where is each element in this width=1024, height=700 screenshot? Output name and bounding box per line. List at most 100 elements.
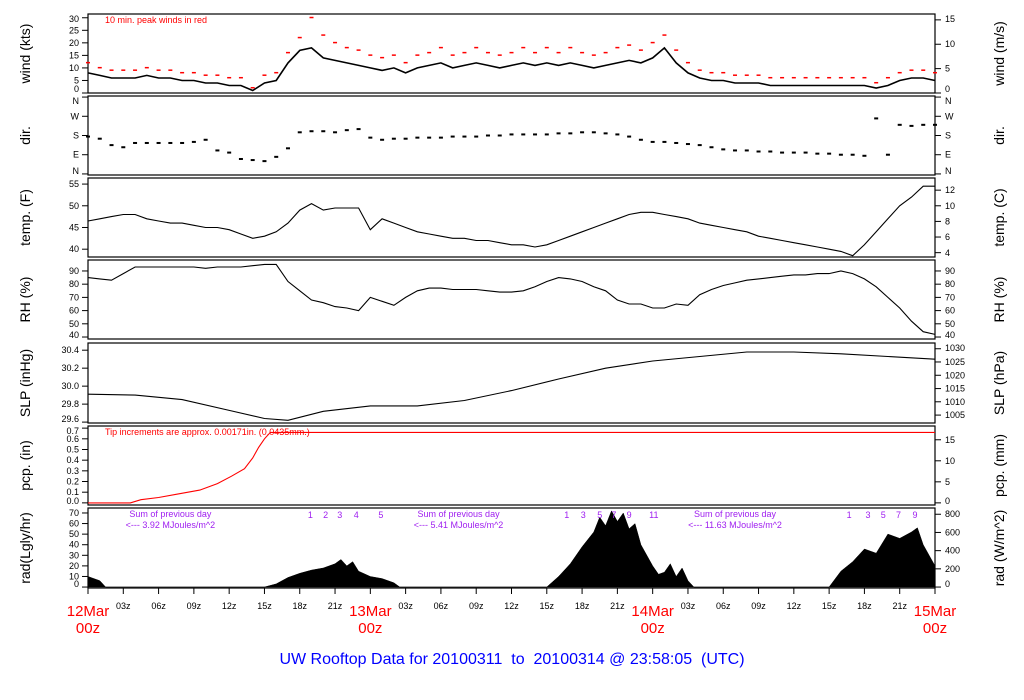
sun-hour-mark: 7 bbox=[896, 510, 901, 520]
x-date-label: 12Mar bbox=[67, 603, 110, 620]
direction-point bbox=[462, 135, 467, 138]
series-line-temp bbox=[87, 185, 935, 257]
y2-axis-label: wind (m/s) bbox=[991, 21, 1007, 87]
daily-sum-label: Sum of previous day bbox=[129, 509, 212, 519]
y-tick-label: 90 bbox=[69, 266, 79, 276]
peak-wind-mark bbox=[474, 46, 479, 49]
y-tick-label: 60 bbox=[69, 306, 79, 316]
y-tick-label: 30.0 bbox=[61, 381, 79, 391]
peak-wind-mark bbox=[427, 51, 432, 54]
y-tick-label: 10 bbox=[69, 63, 79, 73]
peak-wind-mark bbox=[580, 51, 585, 54]
direction-point bbox=[780, 151, 785, 154]
peak-wind-mark bbox=[133, 69, 138, 71]
y-tick-label: 30.4 bbox=[61, 345, 79, 355]
x-date-sublabel: 00z bbox=[923, 620, 947, 637]
y-tick-label: N bbox=[73, 166, 80, 176]
peak-wind-mark bbox=[733, 74, 738, 76]
peak-wind-mark bbox=[674, 49, 679, 51]
direction-point bbox=[344, 129, 349, 132]
x-tick-label: 09z bbox=[187, 601, 202, 611]
y-tick-label: 55 bbox=[69, 179, 79, 189]
series-line-slp bbox=[87, 351, 936, 421]
y-tick-label: 0 bbox=[74, 579, 79, 589]
y2-axis-label: rad (W/m^2) bbox=[991, 510, 1007, 587]
peak-wind-mark bbox=[627, 44, 632, 46]
direction-point bbox=[168, 141, 173, 144]
peak-wind-mark bbox=[415, 54, 420, 56]
y2-tick-label: 1015 bbox=[945, 384, 965, 394]
y2-tick-label: 10 bbox=[945, 201, 955, 211]
sun-hour-mark: 9 bbox=[627, 510, 632, 520]
direction-point bbox=[121, 146, 126, 149]
peak-wind-mark bbox=[568, 46, 573, 49]
direction-point bbox=[509, 133, 514, 136]
sun-hour-mark: 3 bbox=[581, 510, 586, 520]
y-tick-label: 20 bbox=[69, 38, 79, 48]
peak-wind-mark bbox=[768, 76, 773, 79]
peak-wind-mark bbox=[121, 69, 126, 71]
peak-wind-mark bbox=[356, 49, 361, 51]
y2-tick-label: 600 bbox=[945, 527, 960, 537]
peak-wind-mark bbox=[180, 71, 185, 74]
y-tick-label: 29.6 bbox=[61, 414, 79, 424]
y-tick-label: 50 bbox=[69, 319, 79, 329]
peak-wind-mark bbox=[380, 56, 385, 59]
y-axis-label: rad(Lgly/hr) bbox=[17, 512, 33, 584]
peak-wind-mark bbox=[144, 66, 149, 69]
y2-tick-label: 12 bbox=[945, 185, 955, 195]
peak-wind-mark bbox=[862, 76, 867, 79]
y-tick-label: 0 bbox=[74, 84, 79, 94]
direction-point bbox=[485, 134, 490, 137]
direction-point bbox=[921, 123, 926, 126]
y-tick-label: 29.8 bbox=[61, 399, 79, 409]
y2-tick-label: 10 bbox=[945, 456, 955, 466]
y2-tick-label: 400 bbox=[945, 546, 960, 556]
y2-tick-label: E bbox=[945, 150, 951, 160]
direction-point bbox=[544, 133, 549, 136]
y-tick-label: S bbox=[73, 131, 79, 141]
direction-point bbox=[274, 155, 279, 158]
direction-point bbox=[438, 136, 443, 139]
direction-point bbox=[909, 124, 914, 127]
peak-wind-mark bbox=[333, 41, 338, 44]
direction-point bbox=[650, 140, 655, 143]
daily-sum-value: <--- 5.41 MJoules/m^2 bbox=[414, 520, 504, 530]
x-tick-label: 03z bbox=[398, 601, 413, 611]
panel-pcp: 0.00.10.20.30.40.50.60.7 0 5 10 15 pcp. (in) p… bbox=[17, 425, 1007, 506]
direction-point bbox=[309, 130, 314, 133]
direction-point bbox=[368, 136, 373, 139]
sun-hour-mark: 1 bbox=[847, 510, 852, 520]
peak-wind-mark bbox=[709, 71, 714, 74]
direction-point bbox=[638, 138, 643, 141]
y-tick-label: E bbox=[73, 150, 79, 160]
y2-tick-label: 4 bbox=[945, 248, 950, 258]
direction-point bbox=[250, 159, 255, 162]
y-tick-label: 0.0 bbox=[66, 496, 79, 506]
panel-frame bbox=[87, 425, 936, 506]
direction-point bbox=[603, 132, 608, 135]
y2-tick-label: 70 bbox=[945, 292, 955, 302]
x-date-sublabel: 00z bbox=[76, 620, 100, 637]
y2-tick-label: 1005 bbox=[945, 410, 965, 420]
direction-point bbox=[380, 138, 385, 141]
x-tick-label: 03z bbox=[116, 601, 131, 611]
direction-point bbox=[697, 144, 702, 147]
y-tick-label: 50 bbox=[69, 529, 79, 539]
y2-tick-label: 1030 bbox=[945, 343, 965, 353]
peak-wind-mark bbox=[780, 76, 785, 79]
direction-point bbox=[815, 152, 820, 155]
sun-hour-mark: 1 bbox=[308, 510, 313, 520]
x-date-label: 14Mar bbox=[631, 603, 674, 620]
panel-note: Tip increments are approx. 0.00171in. (0… bbox=[105, 427, 310, 437]
y2-tick-label: 0 bbox=[945, 496, 950, 506]
x-tick-label: 15z bbox=[540, 601, 555, 611]
direction-point bbox=[191, 140, 196, 143]
direction-point bbox=[933, 123, 937, 126]
y-axis-label: dir. bbox=[17, 126, 33, 145]
peak-wind-mark bbox=[109, 69, 114, 71]
chart-title: UW Rooftop Data for 20100311 to 20100314… bbox=[279, 651, 745, 668]
series-line-rh bbox=[87, 263, 936, 335]
y2-tick-label: S bbox=[945, 131, 951, 141]
